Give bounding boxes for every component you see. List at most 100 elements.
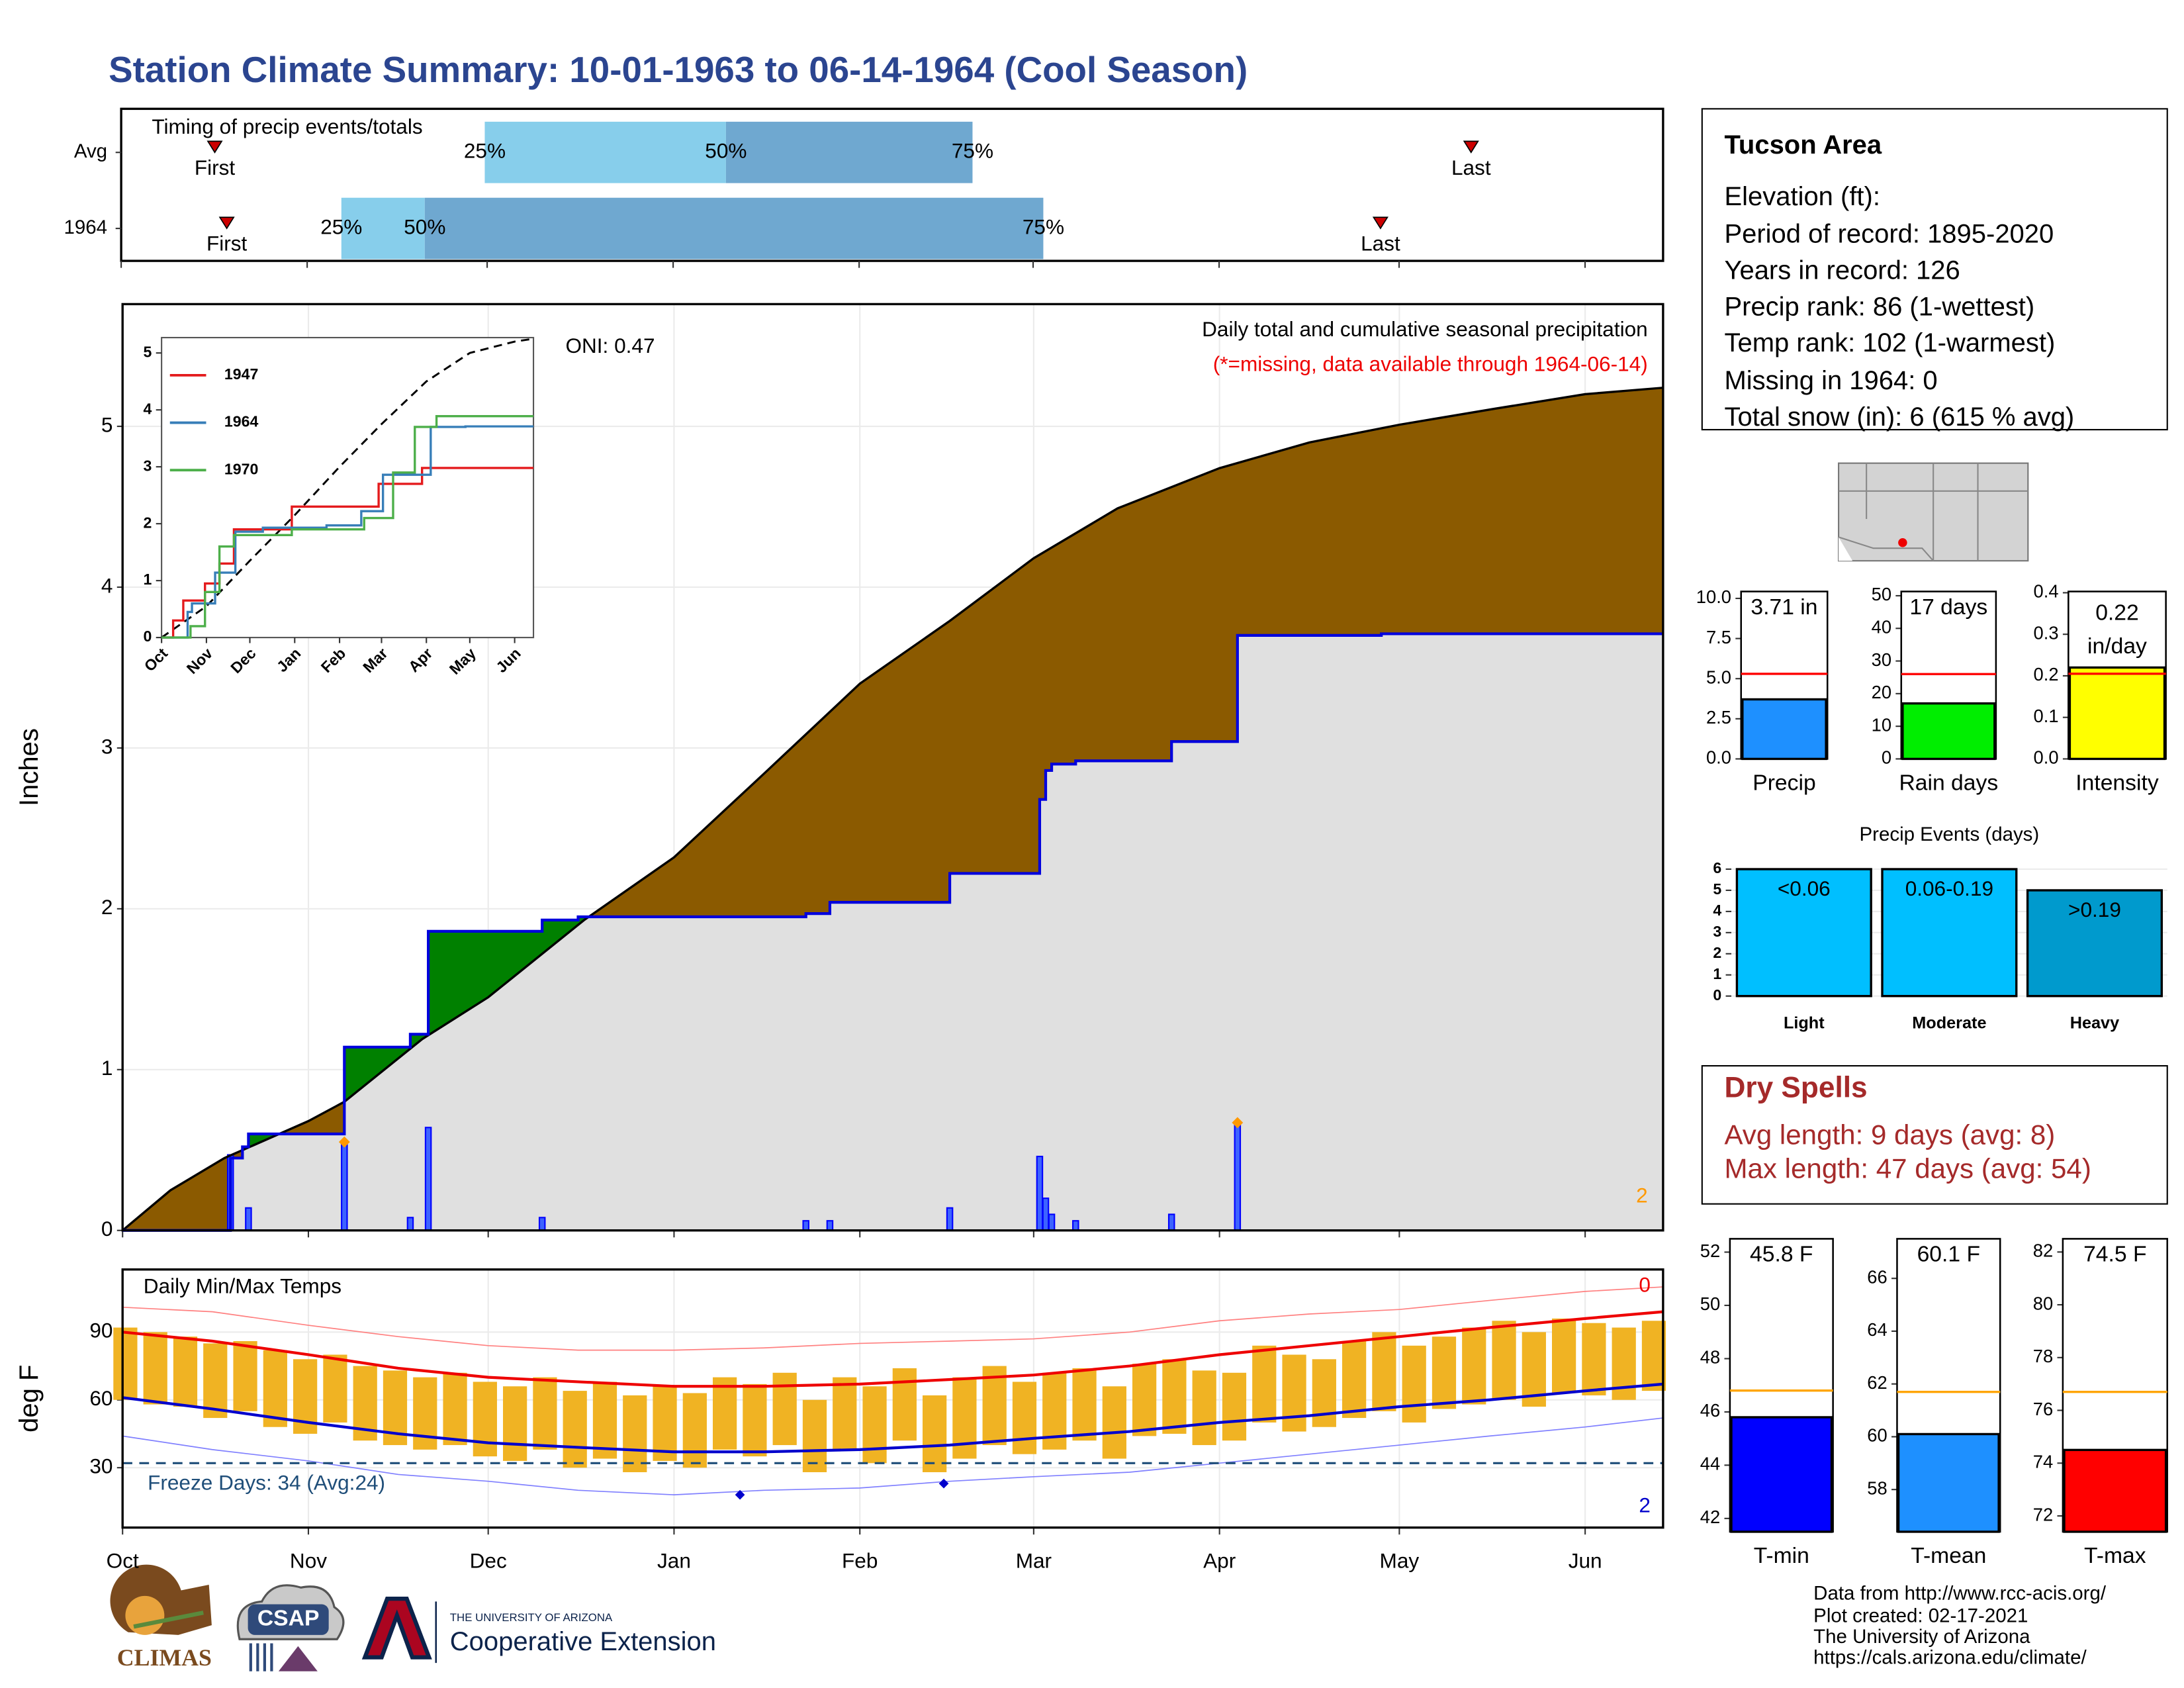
bar	[2063, 1448, 2167, 1533]
bar	[2026, 889, 2163, 998]
event-label: First	[195, 156, 236, 179]
y-tick-label: 0.0	[1706, 747, 1731, 768]
y-tick-label: 0.3	[2034, 622, 2059, 643]
y-tick-label: 2.5	[1706, 707, 1731, 727]
temp-range-bar	[802, 1399, 827, 1473]
category-label: Intensity	[2075, 771, 2159, 795]
year-line	[122, 632, 1663, 1232]
temp-range-bar	[923, 1395, 947, 1473]
legend-label: 1970	[224, 460, 258, 477]
bar	[1901, 702, 1996, 761]
y-tick-label: 0	[1882, 747, 1891, 768]
category-label: Heavy	[2070, 1014, 2119, 1033]
annotation: ONI: 0.47	[565, 334, 655, 357]
value-label: 0.22 in/day	[2087, 600, 2147, 659]
y-tick-label: 20	[1872, 682, 1891, 702]
bar	[1735, 868, 1872, 998]
temp-range-bar	[113, 1327, 138, 1400]
series-line	[161, 414, 534, 639]
x-tick-label: Oct	[107, 1549, 139, 1573]
info-line: Total snow (in): 6 (615 % avg)	[1724, 402, 2074, 432]
locator-map	[1838, 462, 2029, 562]
logo-text: CLIMAS	[117, 1644, 212, 1671]
category-label: T-min	[1754, 1544, 1809, 1568]
avg-max-line	[122, 1310, 1664, 1388]
value-label: 60.1 F	[1917, 1243, 1980, 1267]
temp-range-bar	[1192, 1370, 1216, 1446]
daily-bar	[406, 1217, 414, 1231]
temp-range-bar	[203, 1343, 228, 1419]
daily-bar	[1167, 1213, 1175, 1231]
temp-range-bar	[1462, 1327, 1486, 1405]
temp-range-bar	[323, 1354, 347, 1423]
temp-range-bar	[1582, 1323, 1606, 1395]
row-label: Avg	[74, 140, 107, 162]
y-tick-label: 42	[1700, 1507, 1720, 1527]
temp-range-bar	[473, 1382, 497, 1457]
chart-title: Precip Events (days)	[1860, 823, 2040, 845]
y-tick-label: 66	[1867, 1266, 1887, 1287]
quantile-label: 50%	[705, 139, 747, 163]
y-tick-label: 1	[101, 1056, 113, 1080]
category-label: Rain days	[1899, 771, 1998, 795]
value-label: 45.8 F	[1750, 1243, 1813, 1267]
y-tick-label: 46	[1700, 1400, 1720, 1421]
info-line: Elevation (ft):	[1724, 182, 1880, 211]
temp-range-bar	[173, 1336, 198, 1407]
row-label: 1964	[64, 216, 108, 238]
y-tick-label: 60	[89, 1386, 113, 1410]
info-line: Period of record: 1895-2020	[1724, 220, 2054, 249]
logo-text: CSAP	[257, 1607, 320, 1631]
y-tick-label: 0	[144, 628, 152, 645]
event-label: Last	[1451, 156, 1491, 179]
bar	[1881, 868, 2018, 998]
event-label: Last	[1361, 232, 1400, 256]
temp-range-bar	[443, 1372, 467, 1446]
y-axis-title: deg F	[15, 1365, 44, 1432]
y-tick-label: 10	[1872, 714, 1891, 735]
y-tick-label: 60	[1867, 1425, 1887, 1446]
y-tick-label: 44	[1700, 1454, 1720, 1474]
y-tick-label: 90	[89, 1319, 113, 1342]
annotation: Freeze Days: 34 (Avg:24)	[148, 1471, 385, 1495]
bar	[1897, 1432, 2000, 1533]
daily-bar	[826, 1220, 834, 1231]
rec-max-line	[122, 1286, 1663, 1351]
daily-bar	[1234, 1123, 1242, 1231]
event-label: First	[206, 232, 248, 256]
daily-bar	[424, 1127, 432, 1231]
panel-title: Daily Min/Max Temps	[144, 1274, 341, 1297]
y-tick-label: 0	[1713, 986, 1721, 1004]
y-tick-label: 2	[101, 895, 113, 919]
panel-frame	[120, 107, 1664, 262]
temp-range-bar	[982, 1366, 1007, 1446]
y-tick-label: 1	[1713, 965, 1721, 982]
y-tick-label: 72	[2033, 1504, 2053, 1524]
logo-text: Cooperative Extension	[450, 1627, 716, 1656]
temp-range-bar	[1372, 1332, 1396, 1411]
temp-range-bar	[233, 1340, 257, 1411]
y-tick-label: 3	[1713, 923, 1721, 940]
quantile-bar	[484, 121, 726, 183]
temp-range-bar	[533, 1377, 557, 1450]
x-tick-label: Jan	[657, 1549, 691, 1573]
credit-line: https://cals.arizona.edu/climate/	[1813, 1647, 2087, 1669]
temp-range-bar	[1252, 1345, 1277, 1423]
category-label: T-max	[2084, 1544, 2146, 1568]
y-tick-label: 2	[144, 514, 152, 531]
temp-range-bar	[1552, 1318, 1576, 1393]
x-tick-label: Dec	[470, 1549, 507, 1573]
series-line	[161, 467, 534, 639]
temp-range-bar	[1132, 1364, 1157, 1436]
y-tick-label: 7.5	[1706, 627, 1731, 647]
temp-range-bar	[1072, 1368, 1097, 1441]
legend-label: 1964	[224, 413, 259, 430]
x-tick-label: Nov	[290, 1549, 327, 1573]
bar-label: >0.19	[2068, 898, 2121, 921]
value-label: 17 days	[1909, 595, 1987, 620]
temp-range-bar	[743, 1383, 767, 1457]
credit-line: The University of Arizona	[1813, 1626, 2030, 1648]
temp-range-bar	[1492, 1321, 1516, 1400]
average-line	[161, 338, 534, 639]
y-tick-label: 30	[1872, 649, 1891, 670]
